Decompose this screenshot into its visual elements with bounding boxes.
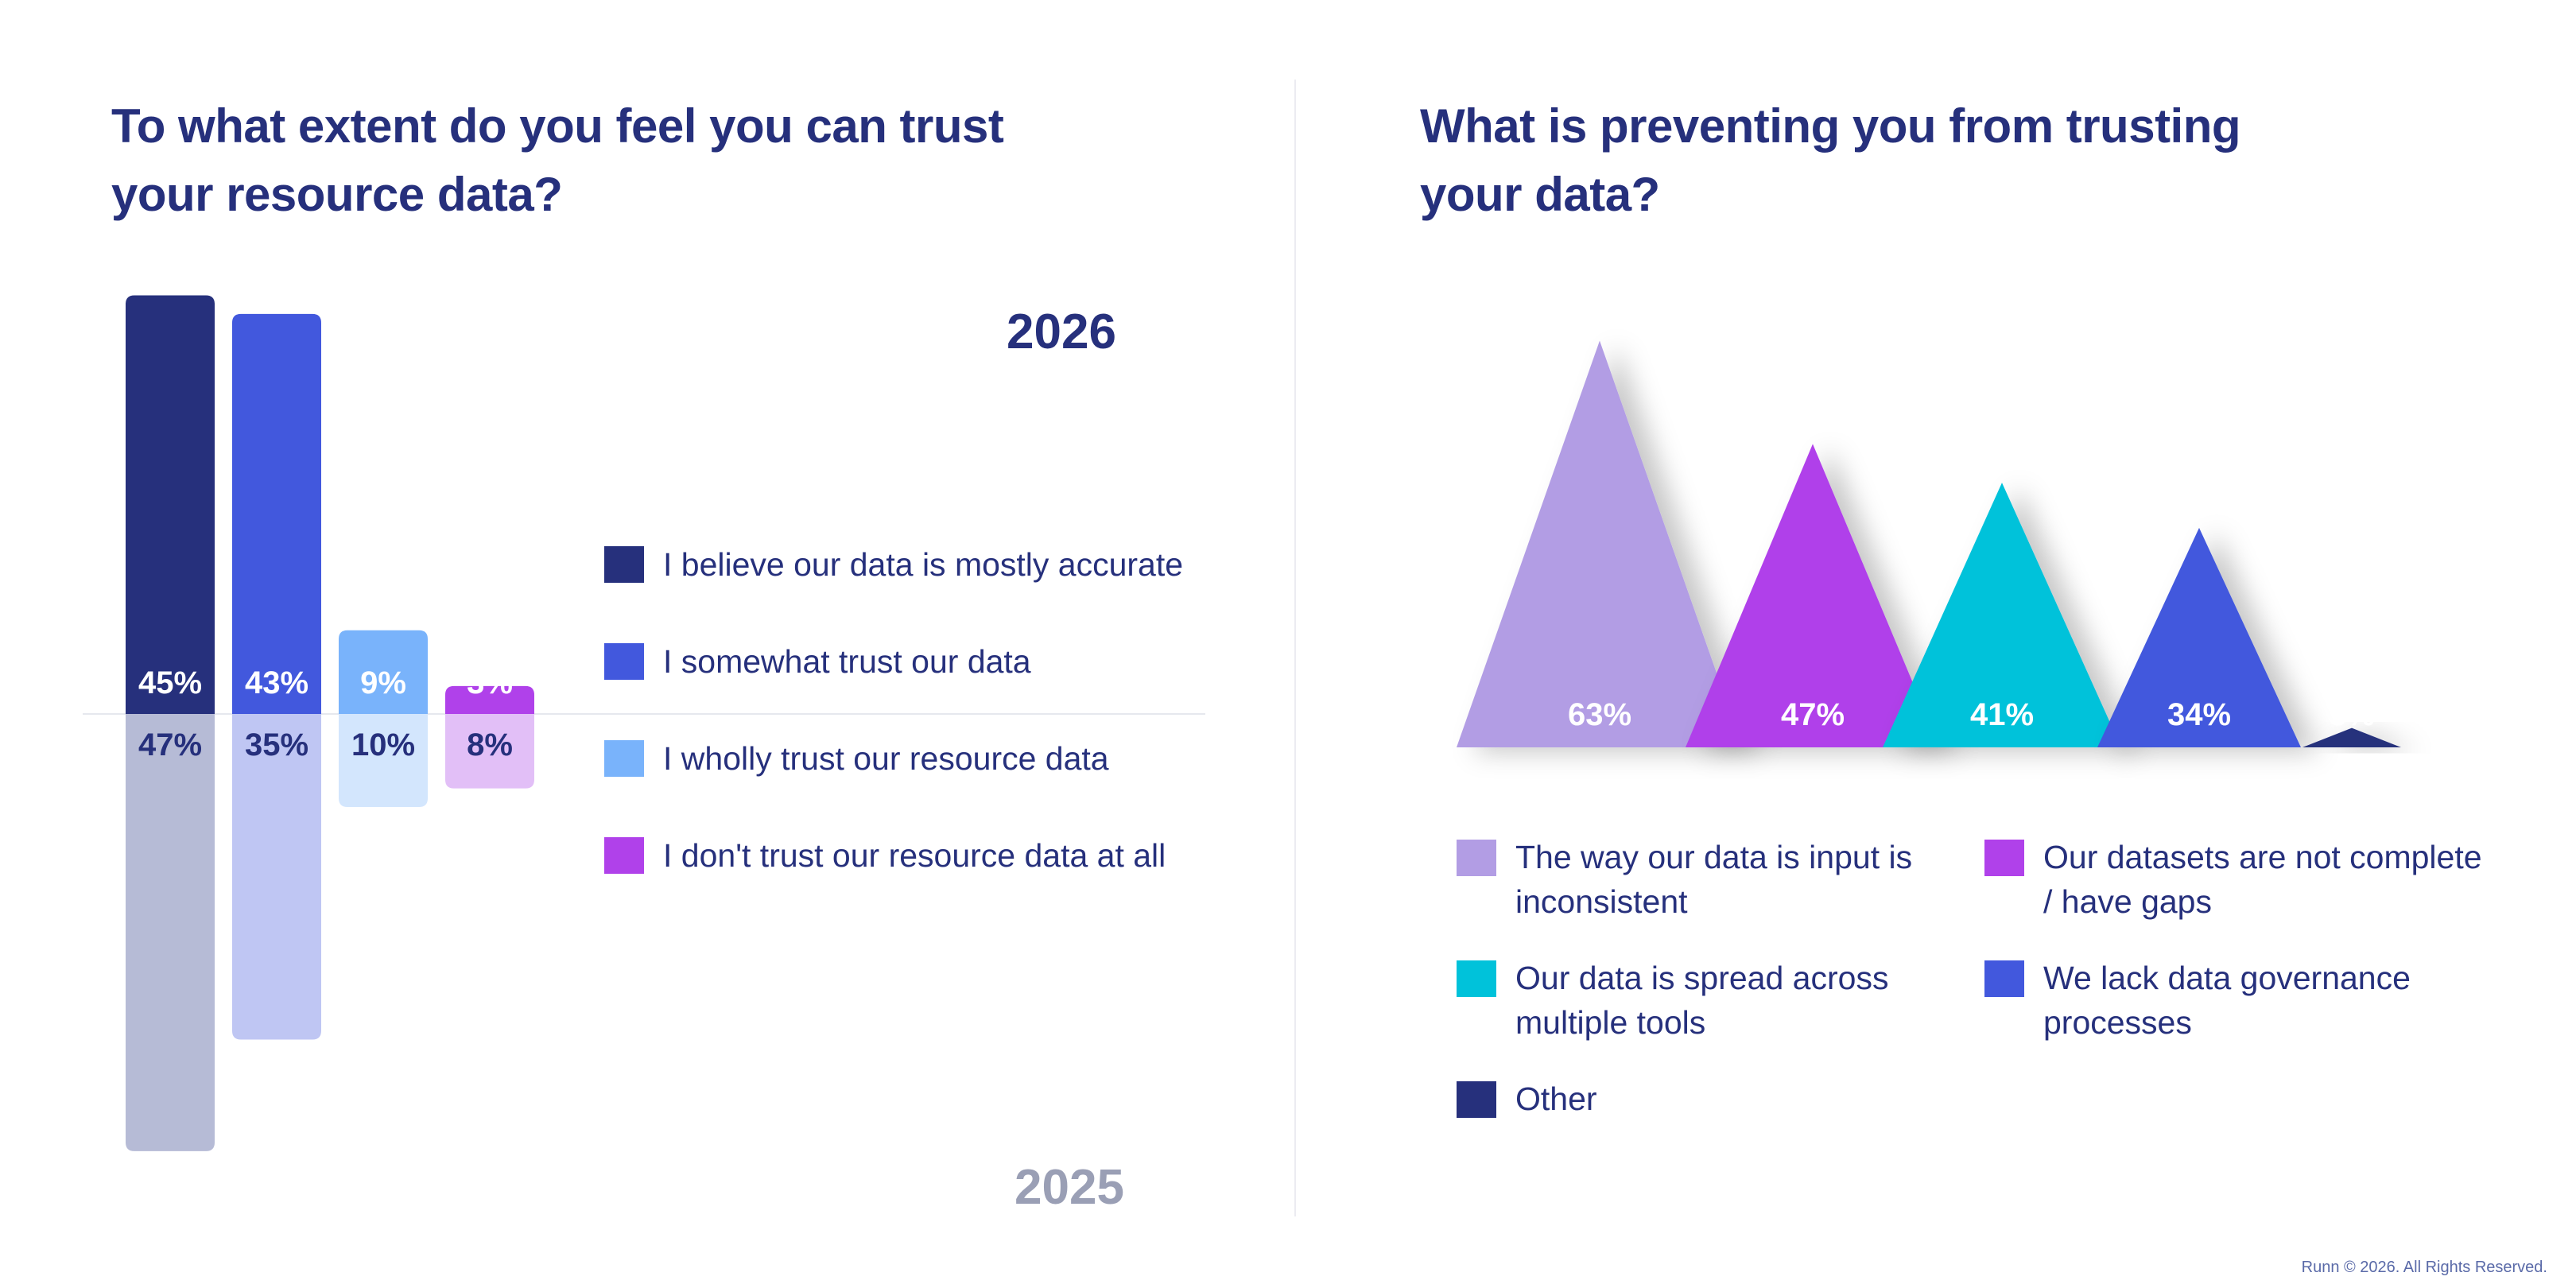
legend-swatch — [1457, 960, 1496, 997]
triangle-value-label: 3% — [2329, 697, 2375, 732]
bar-2026 — [232, 313, 321, 714]
legend-left-item-somewhat: I somewhat trust our data — [604, 642, 1031, 681]
year-2025-label: 2025 — [1014, 1160, 1124, 1215]
legend-label: Our data is spread across multiple tools — [1515, 960, 1889, 1041]
legend-left-item-accurate: I believe our data is mostly accurate — [604, 545, 1183, 584]
bar-2025-value-label: 10% — [351, 727, 415, 762]
panel-divider — [1294, 80, 1296, 1216]
legend-left-item-dont-trust: I don't trust our resource data at all — [604, 836, 1166, 875]
triangle-bar — [2302, 727, 2401, 747]
legend-swatch — [1457, 1081, 1496, 1118]
left-bar-chart: 45% 47% 43% 35% 9% 10% 3% 8% — [83, 295, 1205, 1151]
bar-2026 — [339, 630, 428, 714]
legend-label: Our datasets are not complete / have gap… — [2043, 839, 2482, 920]
triangle-bar — [2097, 527, 2301, 747]
right-chart-title: What is preventing you from trusting you… — [1420, 99, 2241, 221]
legend-label: I somewhat trust our data — [663, 642, 1031, 680]
bar-2026 — [126, 295, 215, 714]
bar-2025 — [126, 714, 215, 1151]
legend-right-item-inconsistent: The way our data is input is inconsisten… — [1457, 835, 1961, 924]
bar-2025-value-label: 35% — [245, 727, 308, 762]
triangle-bar — [1457, 340, 1743, 747]
bar-2025 — [232, 714, 321, 1040]
triangle-bar — [1686, 444, 1940, 747]
legend-swatch — [604, 643, 644, 680]
legend-right-item-spread: Our data is spread across multiple tools — [1457, 956, 1961, 1045]
triangle-value-label: 63% — [1568, 697, 1631, 732]
legend-label: Other — [1515, 1080, 1597, 1117]
triangle-value-label: 41% — [1970, 697, 2034, 732]
triangle-bar — [1883, 483, 2121, 747]
legend-label: I wholly trust our resource data — [663, 739, 1109, 777]
legend-swatch — [604, 837, 644, 874]
legend-label: I don't trust our resource data at all — [663, 836, 1166, 874]
legend-label: We lack data governance processes — [2043, 960, 2411, 1041]
legend-label: I believe our data is mostly accurate — [663, 545, 1184, 583]
left-chart-title: To what extent do you feel you can trust… — [111, 99, 1004, 221]
legend-label: The way our data is input is inconsisten… — [1515, 839, 1913, 920]
bar-2026-value-label: 9% — [360, 665, 406, 700]
right-triangle-chart: 63% 47% 41% 34% 3% — [1457, 340, 2401, 747]
bar-2025 — [445, 714, 534, 789]
bar-2026-value-label: 45% — [138, 665, 202, 700]
legend-swatch — [1984, 960, 2024, 997]
legend-swatch — [1984, 840, 2024, 876]
legend-swatch — [604, 740, 644, 777]
bar-2026-value-label: 3% — [467, 665, 513, 700]
legend-left-item-wholly: I wholly trust our resource data — [604, 739, 1109, 778]
legend-swatch — [604, 546, 644, 583]
legend-swatch — [1457, 840, 1496, 876]
legend-right-item-gaps: Our datasets are not complete / have gap… — [1984, 835, 2489, 924]
legend-right-item-other: Other — [1457, 1077, 1961, 1121]
footer-copyright: Runn © 2026. All Rights Reserved. — [2301, 1259, 2547, 1276]
triangle-value-label: 34% — [2167, 697, 2231, 732]
bar-2026 — [445, 685, 534, 714]
legend-right-item-governance: We lack data governance processes — [1984, 956, 2489, 1045]
bar-2026-value-label: 43% — [245, 665, 308, 700]
year-2026-label: 2026 — [1007, 305, 1116, 359]
bar-2025-value-label: 8% — [467, 727, 513, 762]
bar-2025-value-label: 47% — [138, 727, 202, 762]
triangle-value-label: 47% — [1781, 697, 1845, 732]
bar-2025 — [339, 714, 428, 807]
